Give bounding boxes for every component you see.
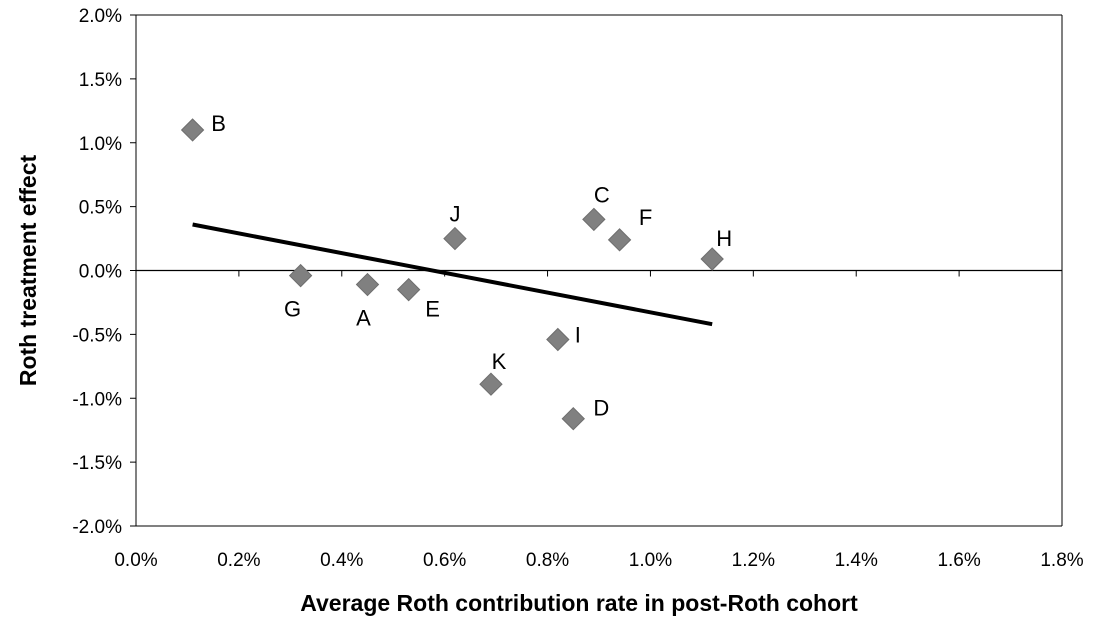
y-tick-label: 1.0%: [79, 134, 122, 155]
data-point-marker: [700, 247, 724, 271]
data-point-marker: [479, 372, 503, 396]
data-point-label: J: [449, 202, 460, 227]
x-tick-label: 1.4%: [835, 550, 878, 571]
y-tick-label: 1.5%: [79, 70, 122, 91]
x-tick-label: 0.6%: [423, 550, 466, 571]
y-tick-label: 2.0%: [79, 6, 122, 27]
trendline: [192, 222, 713, 327]
data-point-label: A: [356, 306, 371, 331]
x-tick-label: 0.4%: [320, 550, 363, 571]
y-tick-label: -0.5%: [72, 325, 122, 346]
points-layer: B G A E J K I D C F H: [180, 111, 732, 431]
y-axis-title: Roth treatment effect: [15, 155, 41, 387]
x-tick-label: 0.0%: [114, 550, 157, 571]
y-tick-label: -1.0%: [72, 389, 122, 410]
x-tick-label: 0.8%: [526, 550, 569, 571]
axes: 0.0% 0.2% 0.4% 0.6% 0.8% 1.0% 1.2% 1.4% 1.6% 1.8%…: [72, 6, 1083, 571]
data-point-label: D: [593, 396, 609, 421]
data-point-label: F: [639, 205, 652, 230]
data-point-marker: [180, 118, 205, 142]
trendline-layer: [192, 222, 713, 327]
data-point-marker: [582, 207, 606, 232]
data-point-marker: [561, 406, 585, 431]
data-point-label: K: [492, 349, 507, 374]
data-point-marker: [607, 228, 632, 252]
y-tick-label: -1.5%: [72, 453, 122, 474]
data-point-marker: [396, 277, 421, 302]
y-tick-label: 0.5%: [79, 198, 122, 219]
y-tick-label: -2.0%: [72, 517, 122, 538]
x-tick-label: 1.2%: [732, 550, 775, 571]
x-tick-label: 1.8%: [1040, 550, 1083, 571]
x-axis-title: Average Roth contribution rate in post-R…: [300, 590, 858, 616]
x-tick-label: 0.2%: [217, 550, 260, 571]
y-tick-label: 0.0%: [79, 262, 122, 283]
data-point-label: I: [575, 322, 581, 347]
data-point-label: H: [716, 226, 732, 251]
x-tick-label: 1.6%: [937, 550, 980, 571]
data-point-label: G: [284, 297, 301, 322]
data-point-label: C: [594, 182, 610, 207]
x-tick-label: 1.0%: [629, 550, 672, 571]
data-point-marker: [355, 272, 380, 297]
data-point-marker: [546, 327, 570, 352]
data-point-marker: [288, 263, 313, 288]
data-point-marker: [443, 226, 467, 251]
data-point-label: E: [425, 297, 440, 322]
data-point-label: B: [211, 111, 226, 136]
